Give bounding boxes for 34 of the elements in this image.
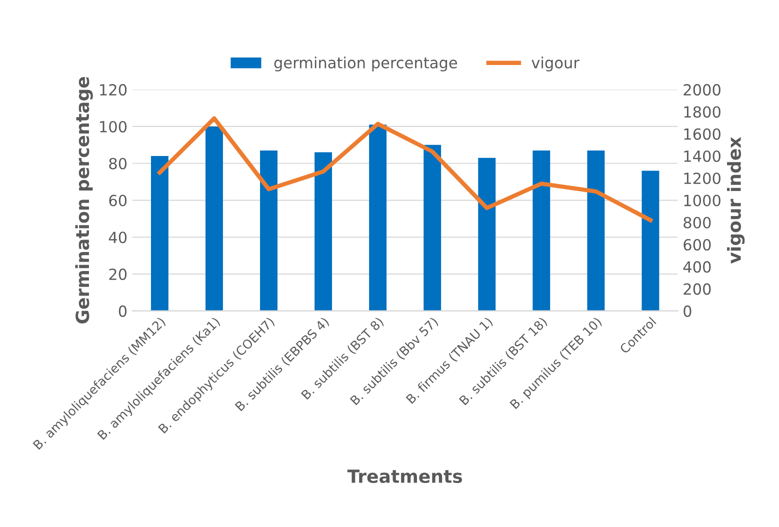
y2-tick-label: 2000 — [684, 84, 720, 96]
legend-label: vigour — [532, 56, 580, 72]
bar — [478, 158, 496, 311]
bar — [369, 124, 387, 311]
y2-tick-label: 1800 — [684, 106, 720, 118]
y2-tick-label: 1400 — [684, 150, 720, 162]
y2-tick-label: 1000 — [684, 194, 720, 206]
y-tick-label: 80 — [109, 158, 127, 170]
bar — [424, 144, 442, 311]
y-tick-label: 120 — [100, 84, 127, 96]
bar — [642, 170, 660, 311]
bar — [587, 150, 605, 311]
y2-tick-label: 1600 — [684, 128, 720, 140]
y2-tick-label: 1200 — [684, 172, 720, 184]
bar — [532, 150, 550, 311]
y-tick-label: 60 — [109, 194, 127, 206]
bar — [260, 150, 278, 311]
y2-tick-label: 600 — [684, 238, 711, 251]
y2-axis-title: vigour index — [727, 136, 745, 264]
y2-tick-label: 200 — [684, 283, 711, 295]
x-axis-title: Treatments — [347, 470, 462, 484]
bar — [206, 126, 223, 311]
bar — [314, 152, 332, 311]
y-tick-label: 100 — [100, 120, 127, 132]
line-series — [158, 116, 653, 222]
y-axis-title: Germination percentage — [75, 77, 93, 324]
y-tick-label: 0 — [118, 305, 127, 317]
y-tick-label: 20 — [109, 268, 127, 280]
y2-tick-label: 800 — [684, 216, 711, 228]
y2-tick-label: 0 — [684, 305, 692, 317]
bar — [150, 156, 168, 311]
legend-label: germination percentage — [274, 56, 458, 72]
y2-tick-label: 400 — [683, 261, 711, 273]
y-tick-label: 40 — [108, 232, 127, 244]
